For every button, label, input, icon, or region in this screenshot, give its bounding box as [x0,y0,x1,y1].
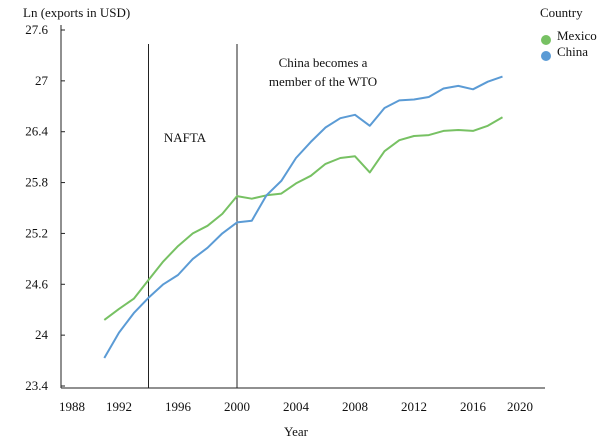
series-line-china [103,75,503,359]
wto-annotation-line2: member of the WTO [269,74,377,89]
x-tick-label: 2016 [460,399,487,414]
y-tick-label: 27.6 [25,22,48,37]
x-tick-label: 2020 [507,399,533,414]
legend-marker-mexico [541,35,551,45]
legend-label-mexico: Mexico [557,28,597,43]
y-axis-label: Ln (exports in USD) [23,5,130,20]
x-tick-label: 2000 [224,399,250,414]
y-tick-label: 26.4 [25,124,48,139]
y-tick-label: 23.4 [25,378,48,393]
legend: Country Mexico China [540,5,597,61]
x-axis-label: Year [284,424,309,438]
y-tick-label: 25.2 [25,225,48,240]
legend-title: Country [540,5,583,20]
legend-marker-china [541,51,551,61]
x-tick-label: 1996 [165,399,192,414]
legend-label-china: China [557,44,588,59]
event-lines [148,44,238,388]
x-tick-label: 2004 [283,399,310,414]
y-tick-label: 24 [35,327,49,342]
wto-annotation-line1: China becomes a [279,55,368,70]
series-lines [103,75,504,359]
axes: 27.6 27 26.4 25.8 25.2 24.6 24 23.4 1988 1992 1996… [25,22,545,414]
x-tick-label: 2008 [342,399,368,414]
series-line-mexico [103,116,504,321]
x-tick-label: 2012 [401,399,427,414]
y-tick-label: 27 [35,73,49,88]
y-tick-label: 25.8 [25,175,48,190]
y-tick-label: 24.6 [25,276,48,291]
x-tick-label: 1988 [59,399,85,414]
nafta-annotation: NAFTA [164,130,207,145]
x-tick-label: 1992 [106,399,132,414]
